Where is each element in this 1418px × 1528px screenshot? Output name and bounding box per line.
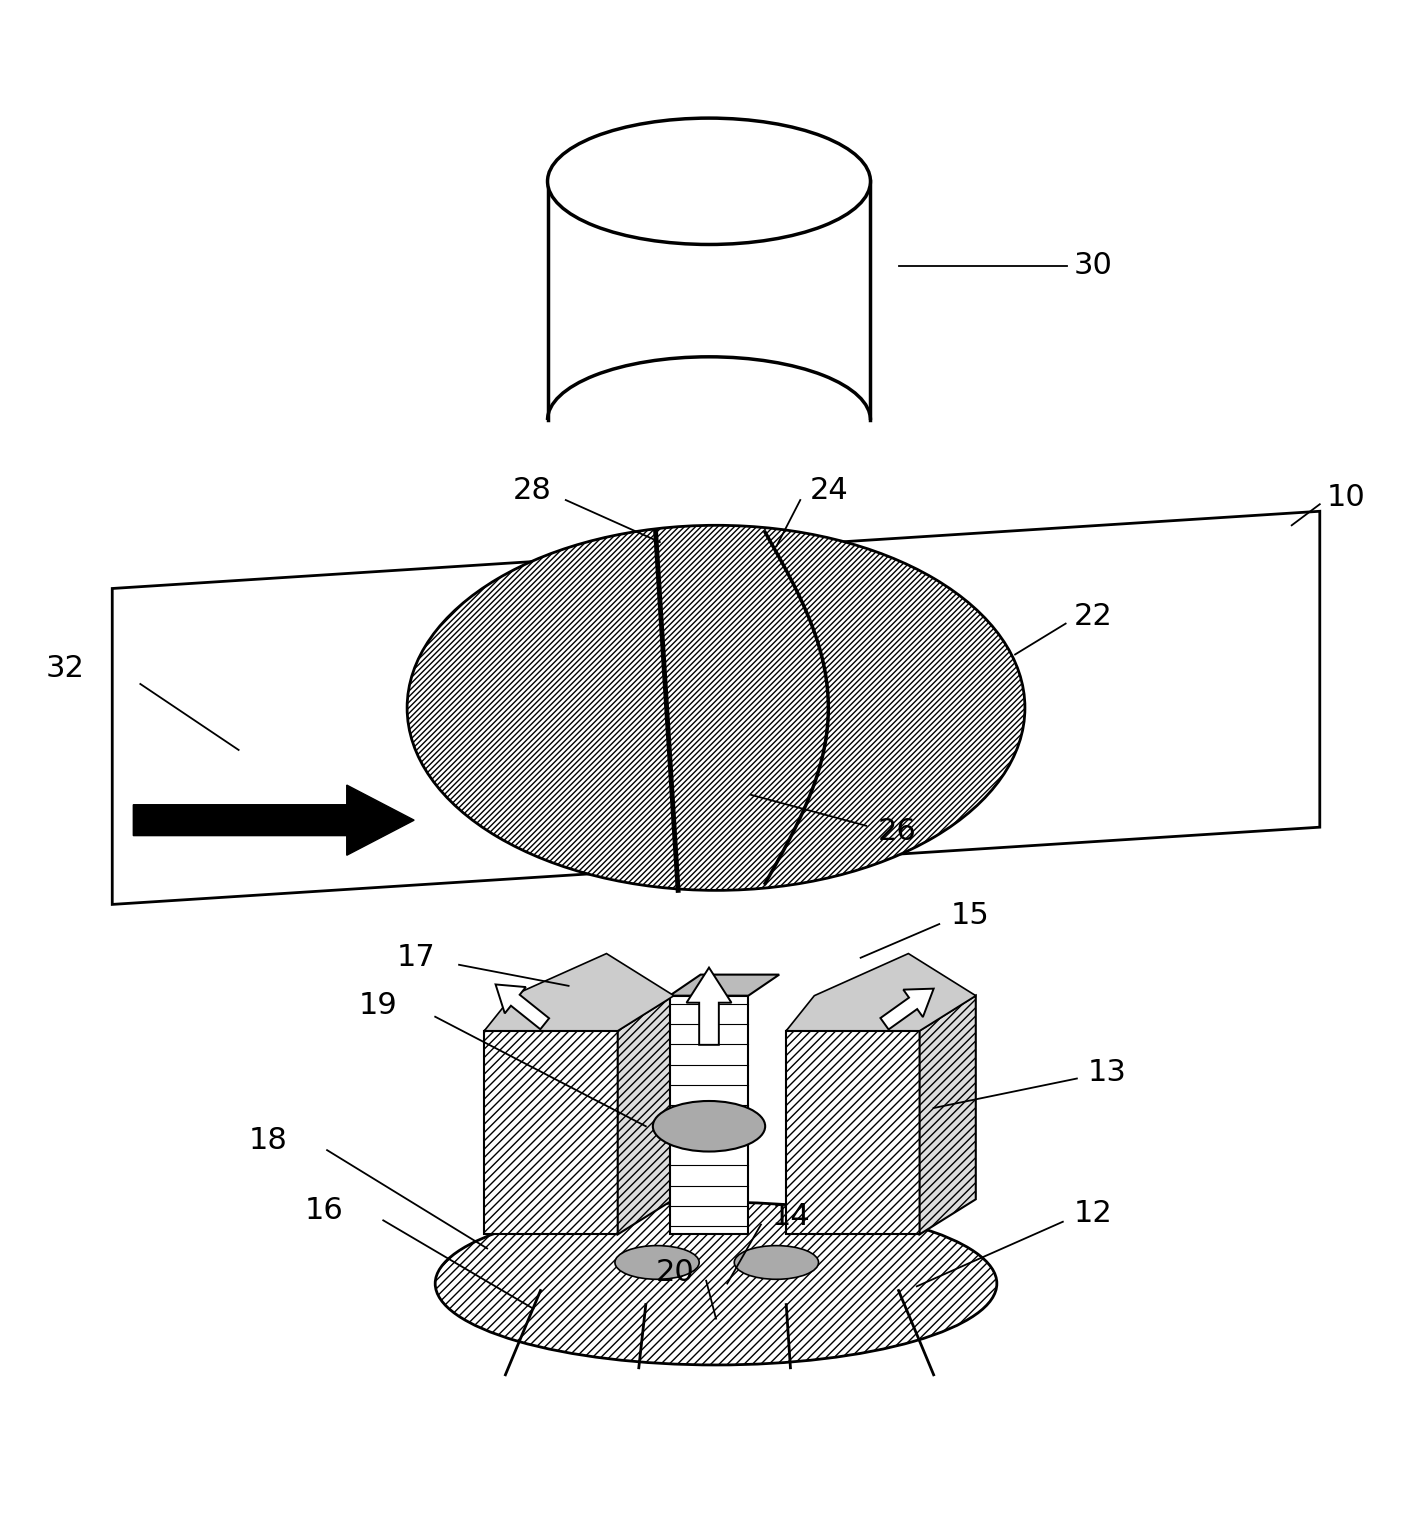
Polygon shape [669,975,780,996]
Text: 30: 30 [1073,251,1113,280]
Text: 17: 17 [397,943,435,972]
Ellipse shape [735,1245,818,1279]
Ellipse shape [435,1203,997,1365]
Polygon shape [485,996,674,1031]
Text: 12: 12 [1073,1199,1113,1229]
Text: 20: 20 [657,1258,695,1287]
Text: 15: 15 [950,902,990,931]
Polygon shape [485,953,674,1031]
Ellipse shape [407,526,1025,891]
Ellipse shape [652,1102,766,1152]
Text: 13: 13 [1088,1059,1127,1088]
Polygon shape [920,996,976,1235]
Polygon shape [485,1031,618,1235]
Polygon shape [112,512,1320,905]
Polygon shape [786,953,976,1031]
Polygon shape [618,996,674,1235]
Text: 28: 28 [513,475,552,504]
FancyArrow shape [133,785,414,856]
FancyArrow shape [686,967,732,1045]
Ellipse shape [615,1245,699,1279]
Text: 18: 18 [250,1126,288,1155]
Polygon shape [786,996,976,1031]
Text: 14: 14 [773,1201,811,1230]
FancyArrow shape [495,984,549,1030]
Ellipse shape [547,118,871,244]
Text: 22: 22 [1073,602,1113,631]
Polygon shape [786,1031,920,1235]
Text: 16: 16 [305,1196,345,1225]
Polygon shape [669,996,749,1235]
Text: 19: 19 [359,992,397,1021]
Text: 32: 32 [45,654,84,683]
Text: 24: 24 [810,475,849,504]
Text: 26: 26 [878,817,916,847]
FancyArrow shape [881,989,933,1030]
Text: 10: 10 [1327,483,1366,512]
